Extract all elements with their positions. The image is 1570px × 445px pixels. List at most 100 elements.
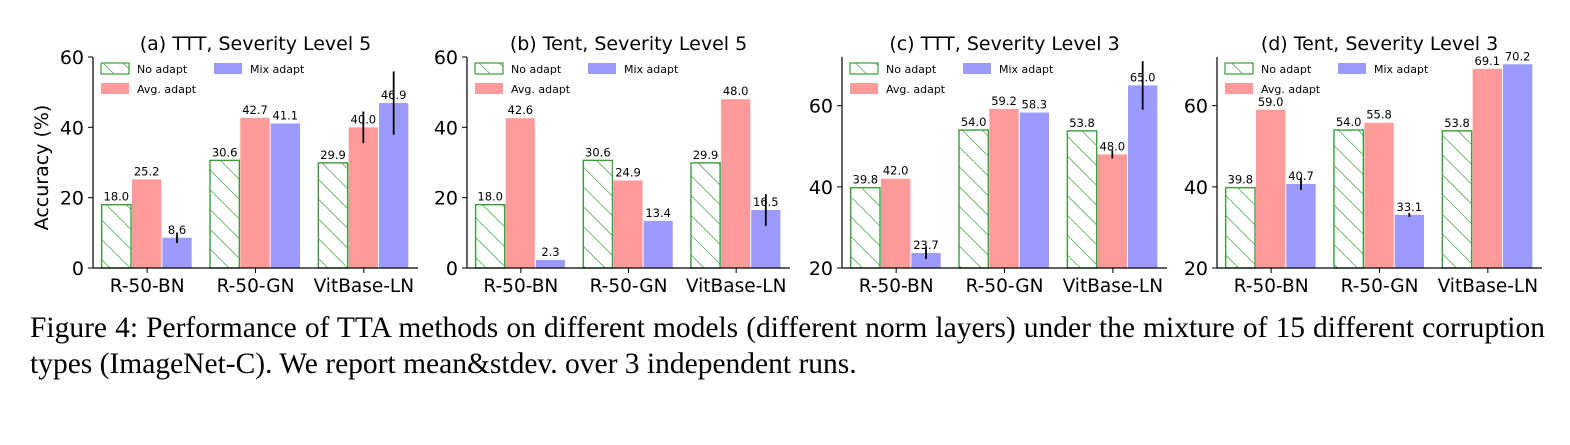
bar-no-adapt-r-50-bn — [1224, 186, 1256, 269]
x-tick-label: VitBase-LN — [1438, 276, 1539, 297]
bar-avg-adapt-r-50-gn — [613, 180, 643, 268]
chart-title: (a) TTT, Severity Level 5 — [140, 33, 372, 55]
y-tick-label: 20 — [60, 188, 84, 210]
y-tick-label: 20 — [434, 188, 458, 210]
bar-mix-adapt-r-50-gn — [643, 220, 673, 268]
value-label: 25.2 — [134, 164, 160, 178]
value-label: 48.0 — [723, 84, 749, 98]
value-label: 30.6 — [212, 145, 238, 159]
chart-panel-4: (d) Tent, Severity Level 3 39.8 54.0 53.8 59… — [1184, 33, 1542, 297]
bar-mix-adapt-r-50-bn — [535, 259, 566, 268]
value-label: 30.6 — [585, 145, 611, 159]
bar-no-adapt-r-50-bn — [100, 203, 132, 269]
value-label: 29.9 — [320, 148, 346, 162]
y-axis-label: Accuracy (%) — [31, 105, 53, 231]
value-label: 59.0 — [1258, 95, 1284, 109]
legend-swatch-avg-adapt — [1225, 83, 1253, 94]
chart-title: (c) TTT, Severity Level 3 — [889, 33, 1119, 55]
bar-avg-adapt-vitbase-ln — [1097, 154, 1127, 268]
legend-label-no-adapt: No adapt — [137, 63, 188, 76]
legend-swatch-mix-adapt — [1338, 63, 1366, 74]
y-tick-label: 0 — [72, 258, 84, 280]
legend-label-no-adapt: No adapt — [1261, 63, 1312, 76]
y-tick-label: 40 — [1184, 177, 1208, 199]
value-label: 42.6 — [508, 103, 534, 117]
bar-mix-adapt-r-50-gn — [270, 123, 300, 268]
bar-avg-adapt-r-50-bn — [132, 179, 162, 268]
y-tick-label: 60 — [1184, 96, 1208, 118]
value-label: 55.8 — [1366, 108, 1392, 122]
value-label: 18.0 — [477, 190, 503, 204]
x-tick-label: R-50-BN — [1234, 276, 1309, 297]
value-label: 39.8 — [1228, 173, 1254, 187]
figure-caption: Figure 4: Performance of TTA methods on … — [30, 312, 1545, 380]
legend-swatch-no-adapt — [849, 62, 879, 75]
bar-mix-adapt-r-50-bn — [911, 252, 941, 268]
chart-title: (d) Tent, Severity Level 3 — [1261, 33, 1498, 55]
value-label: 54.0 — [961, 115, 987, 129]
bar-no-adapt-vitbase-ln — [317, 162, 349, 269]
x-tick-label: R-50-GN — [590, 276, 668, 297]
bar-no-adapt-vitbase-ln — [690, 162, 721, 269]
value-label: 40.7 — [1288, 169, 1314, 183]
value-label: 69.1 — [1475, 54, 1501, 68]
y-tick-label: 60 — [434, 47, 458, 69]
bar-no-adapt-r-50-gn — [958, 129, 990, 269]
legend-swatch-avg-adapt — [850, 83, 878, 94]
value-label: 65.0 — [1130, 70, 1156, 84]
legend-swatch-mix-adapt — [214, 63, 242, 74]
y-tick-label: 40 — [60, 117, 84, 139]
bar-avg-adapt-r-50-gn — [989, 108, 1019, 268]
bar-no-adapt-r-50-bn — [474, 203, 506, 269]
bar-avg-adapt-vitbase-ln — [1472, 68, 1502, 269]
y-tick-label: 40 — [809, 177, 833, 199]
value-label: 23.7 — [913, 238, 939, 252]
value-label: 29.9 — [693, 148, 719, 162]
legend-label-mix-adapt: Mix adapt — [624, 63, 679, 76]
figure-panels: (a) TTT, Severity Level 5 Accuracy (%) 18.… — [31, 33, 1542, 297]
bar-no-adapt-r-50-gn — [209, 159, 241, 269]
legend-label-avg-adapt: Avg. adapt — [137, 83, 197, 96]
legend-label-avg-adapt: Avg. adapt — [886, 83, 946, 96]
value-label: 46.9 — [381, 88, 407, 102]
bar-no-adapt-r-50-bn — [849, 186, 881, 269]
value-label: 33.1 — [1397, 200, 1423, 214]
bar-avg-adapt-vitbase-ln — [721, 99, 751, 268]
legend-swatch-avg-adapt — [475, 83, 503, 94]
value-label: 48.0 — [1100, 139, 1126, 153]
bar-mix-adapt-vitbase-ln — [1503, 64, 1533, 268]
legend-label-avg-adapt: Avg. adapt — [1261, 83, 1321, 96]
bar-avg-adapt-vitbase-ln — [348, 127, 378, 268]
value-label: 41.1 — [273, 108, 299, 122]
legend-label-no-adapt: No adapt — [511, 63, 562, 76]
value-label: 16.5 — [753, 195, 779, 209]
y-tick-label: 0 — [446, 258, 458, 280]
legend-swatch-no-adapt — [474, 62, 504, 75]
bar-no-adapt-r-50-gn — [1333, 129, 1365, 269]
bar-no-adapt-vitbase-ln — [1066, 130, 1098, 269]
x-tick-label: R-50-GN — [966, 276, 1044, 297]
value-label: 58.3 — [1022, 98, 1048, 112]
value-label: 70.2 — [1505, 49, 1531, 63]
value-label: 54.0 — [1336, 115, 1362, 129]
value-label: 59.2 — [991, 94, 1017, 108]
x-tick-label: R-50-BN — [859, 276, 934, 297]
bar-mix-adapt-r-50-bn — [1286, 184, 1316, 268]
value-label: 13.4 — [645, 206, 671, 220]
y-tick-label: 60 — [60, 47, 84, 69]
value-label: 42.7 — [242, 103, 268, 117]
chart-panel-3: (c) TTT, Severity Level 3 39.8 54.0 53.8 42.… — [809, 33, 1167, 297]
y-tick-label: 40 — [434, 117, 458, 139]
bar-mix-adapt-r-50-gn — [1394, 214, 1424, 268]
bar-avg-adapt-r-50-bn — [505, 118, 535, 268]
value-label: 18.0 — [104, 190, 130, 204]
bar-mix-adapt-r-50-gn — [1019, 112, 1049, 268]
value-label: 53.8 — [1444, 116, 1470, 130]
bar-mix-adapt-vitbase-ln — [1128, 85, 1158, 269]
x-tick-label: VitBase-LN — [686, 276, 787, 297]
bar-avg-adapt-r-50-bn — [1256, 109, 1286, 268]
value-label: 42.0 — [883, 164, 909, 178]
value-label: 53.8 — [1069, 116, 1095, 130]
value-label: 2.3 — [541, 245, 559, 259]
x-tick-label: R-50-BN — [110, 276, 185, 297]
